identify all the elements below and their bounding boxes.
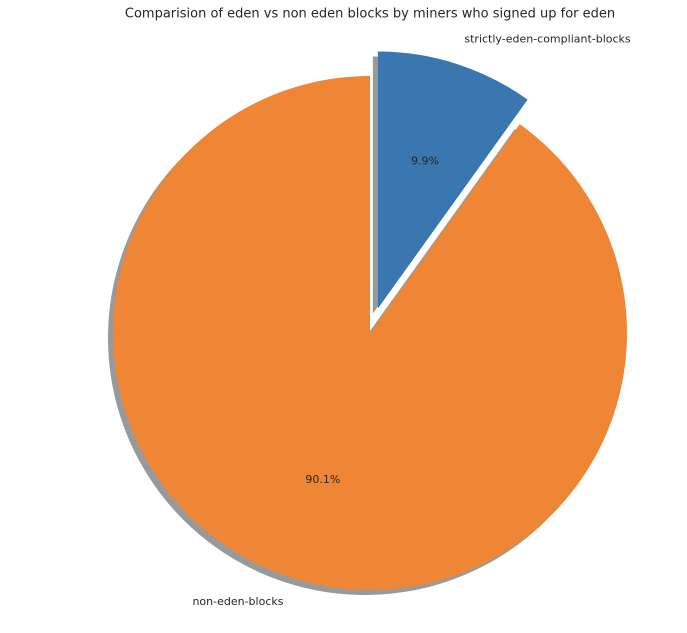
legend-label: strictly-eden-compliant-blocks [464,32,631,45]
pie-slice [377,51,528,309]
legend-label: non-eden-blocks [192,595,283,608]
value-label: 9.9% [411,155,439,168]
pie-slice [112,76,627,590]
chart-title: Comparision of eden vs non eden blocks b… [125,7,615,22]
value-label: 90.1% [305,473,340,486]
